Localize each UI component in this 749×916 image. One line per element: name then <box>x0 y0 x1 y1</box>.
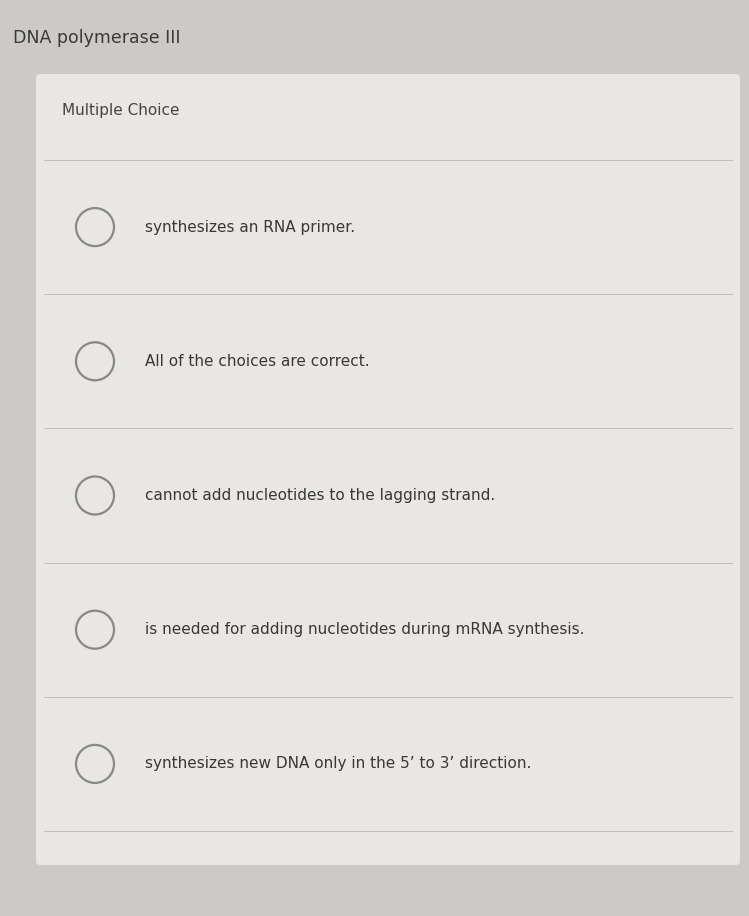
Text: All of the choices are correct.: All of the choices are correct. <box>145 354 369 369</box>
Circle shape <box>76 745 114 783</box>
Text: synthesizes an RNA primer.: synthesizes an RNA primer. <box>145 220 355 234</box>
Text: is needed for adding nucleotides during mRNA synthesis.: is needed for adding nucleotides during … <box>145 622 584 638</box>
Circle shape <box>76 476 114 515</box>
Circle shape <box>76 208 114 246</box>
Text: DNA polymerase III: DNA polymerase III <box>13 29 181 47</box>
Circle shape <box>76 611 114 649</box>
FancyBboxPatch shape <box>36 74 740 865</box>
Text: synthesizes new DNA only in the 5’ to 3’ direction.: synthesizes new DNA only in the 5’ to 3’… <box>145 757 531 771</box>
Text: cannot add nucleotides to the lagging strand.: cannot add nucleotides to the lagging st… <box>145 488 495 503</box>
Circle shape <box>76 343 114 380</box>
Text: Multiple Choice: Multiple Choice <box>62 103 180 117</box>
